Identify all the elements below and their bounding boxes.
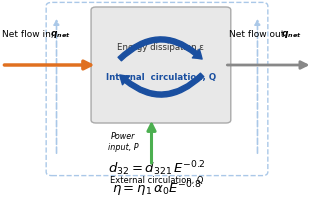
Text: Net flow out,: Net flow out, xyxy=(229,29,290,38)
Text: Energy dissipation,ε: Energy dissipation,ε xyxy=(117,44,204,52)
FancyArrowPatch shape xyxy=(120,73,204,97)
Text: Power
input, P: Power input, P xyxy=(108,132,138,152)
Text: Net flow in,: Net flow in, xyxy=(2,29,56,38)
FancyBboxPatch shape xyxy=(91,7,231,123)
Text: Internal  circulation, Q: Internal circulation, Q xyxy=(106,73,216,82)
FancyArrowPatch shape xyxy=(118,37,202,61)
Text: $d_{32} = d_{321}\,E^{-0.2}$: $d_{32} = d_{321}\,E^{-0.2}$ xyxy=(108,160,206,178)
Text: $\eta = \eta_1\,\alpha_0 E^{-0.8}$: $\eta = \eta_1\,\alpha_0 E^{-0.8}$ xyxy=(112,179,202,199)
Text: $\bfit{q}_{net}$: $\bfit{q}_{net}$ xyxy=(281,28,301,40)
Text: $\bfit{q}_{net}$: $\bfit{q}_{net}$ xyxy=(50,28,71,40)
Text: External circulation, Q: External circulation, Q xyxy=(110,176,204,184)
